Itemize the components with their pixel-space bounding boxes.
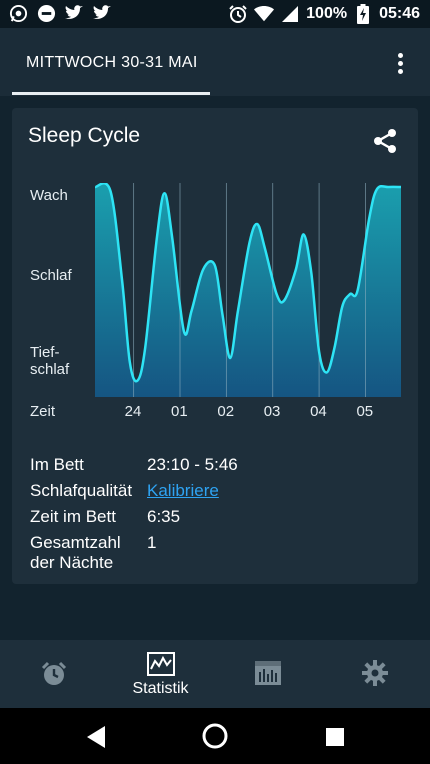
bottom-navigation: Statistik bbox=[0, 640, 430, 708]
recents-icon[interactable] bbox=[325, 727, 345, 747]
x-tick-label: 04 bbox=[310, 403, 327, 420]
status-time: 05:46 bbox=[379, 5, 420, 22]
share-icon[interactable] bbox=[372, 128, 398, 154]
status-bar: 100% 05:46 bbox=[0, 0, 430, 28]
tab-date[interactable]: MITTWOCH 30-31 MAI bbox=[26, 54, 198, 71]
app-bar: MITTWOCH 30-31 MAI bbox=[0, 28, 430, 96]
statistics-chart-icon bbox=[147, 652, 175, 676]
info-label: Im Bett bbox=[30, 455, 84, 474]
calibrate-link[interactable]: Kalibriere bbox=[147, 481, 219, 500]
tab-indicator bbox=[12, 92, 210, 95]
info-label: Zeit im Bett bbox=[30, 507, 116, 526]
do-not-disturb-icon bbox=[36, 3, 56, 23]
nav-statistics-label: Statistik bbox=[132, 680, 189, 697]
y-label-wach: Wach bbox=[30, 187, 68, 204]
info-label: Gesamtzahl der Nächte bbox=[30, 533, 121, 572]
battery-charging-icon bbox=[353, 4, 373, 24]
more-vert-icon[interactable] bbox=[392, 50, 408, 76]
home-icon[interactable] bbox=[201, 722, 229, 750]
twitter-icon bbox=[64, 3, 84, 23]
nav-alarm[interactable] bbox=[0, 640, 107, 708]
y-label-schlaf: Schlaf bbox=[30, 267, 72, 284]
sleep-curve-line bbox=[95, 183, 401, 383]
info-value: 1 bbox=[147, 533, 157, 552]
alarm-icon bbox=[228, 4, 248, 24]
signal-icon bbox=[280, 4, 300, 24]
wifi-icon bbox=[254, 4, 275, 24]
twitter-icon bbox=[92, 3, 112, 23]
x-tick-label: 05 bbox=[356, 403, 374, 420]
settings-gear-icon bbox=[362, 660, 388, 686]
x-tick-label: 01 bbox=[171, 403, 188, 420]
sleep-notes-icon bbox=[255, 661, 281, 685]
sleep-area-fill bbox=[95, 183, 401, 397]
x-tick-label: 03 bbox=[263, 403, 281, 420]
info-label: Schlafqualität bbox=[30, 481, 133, 500]
y-label-tiefschlaf: Tief- schlaf bbox=[30, 344, 70, 378]
alarm-clock-icon bbox=[41, 661, 67, 685]
battery-percentage: 100% bbox=[306, 5, 348, 22]
nav-settings[interactable] bbox=[321, 640, 428, 708]
whatsapp-icon bbox=[8, 3, 28, 23]
x-tick-label: 24 bbox=[124, 403, 142, 420]
info-value: 6:35 bbox=[147, 507, 181, 526]
nav-statistics[interactable]: Statistik bbox=[107, 640, 214, 708]
sleep-cycle-chart bbox=[95, 183, 401, 397]
x-tick-label: 02 bbox=[217, 403, 235, 420]
nav-notes[interactable] bbox=[214, 640, 321, 708]
system-navigation-bar bbox=[0, 708, 430, 764]
card-title: Sleep Cycle bbox=[28, 124, 141, 147]
x-axis-label: Zeit bbox=[30, 403, 56, 420]
info-value: 23:10 - 5:46 bbox=[147, 455, 238, 474]
back-icon[interactable] bbox=[85, 725, 107, 749]
sleep-cycle-card: Sleep Cycle Wach Schlaf Tief- schlaf Zei… bbox=[12, 108, 418, 584]
